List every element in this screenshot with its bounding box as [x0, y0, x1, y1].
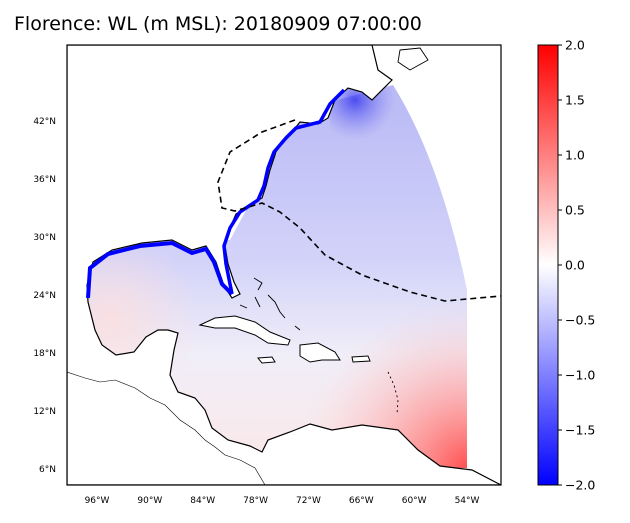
storm-track	[217, 119, 501, 302]
chart-title: Florence: WL (m MSL): 20180909 07:00:00	[14, 13, 422, 35]
pacific-coastline	[67, 371, 266, 485]
lon-tick-label: 54°W	[455, 496, 480, 506]
lat-tick-label: 42°N	[33, 117, 56, 127]
colorbar-tick-label: −0.5	[565, 313, 595, 328]
island-cuba	[198, 315, 291, 346]
map-frame	[66, 44, 502, 486]
colorbar-tick-label: 0.5	[565, 203, 585, 218]
lat-tick-label: 6°N	[39, 465, 56, 475]
map-area	[67, 45, 501, 485]
lat-tick-label: 12°N	[33, 407, 56, 417]
island-hispaniola	[299, 342, 341, 363]
colorbar-tick-label: 1.5	[565, 93, 585, 108]
island-jamaica	[257, 356, 276, 364]
colorbar-tick-label: 0.0	[565, 258, 585, 273]
island-bahamas	[239, 277, 301, 331]
latitude-ticks: 42°N 36°N 30°N 24°N 18°N 12°N 6°N	[33, 117, 56, 475]
lat-tick-label: 30°N	[33, 233, 56, 243]
lon-tick-label: 66°W	[349, 496, 374, 506]
colorbar-tick-label: −1.5	[565, 423, 595, 438]
lat-tick-label: 18°N	[33, 349, 56, 359]
lon-tick-label: 72°W	[296, 496, 321, 506]
colorbar-tick-label: 2.0	[565, 38, 585, 53]
colorbar-tick-label: 1.0	[565, 148, 585, 163]
colorbar	[537, 44, 559, 486]
island-puerto-rico	[351, 355, 371, 363]
lon-tick-label: 90°W	[137, 496, 162, 506]
lat-tick-label: 36°N	[33, 175, 56, 185]
island-newfoundland	[397, 47, 429, 71]
colorbar-tick-label: −1.0	[565, 368, 595, 383]
lon-tick-label: 60°W	[402, 496, 427, 506]
inundation-gulf-coast	[86, 240, 234, 299]
colorbar-tick-label: −2.0	[565, 478, 595, 493]
inundation-atlantic-coast	[222, 88, 346, 295]
longitude-ticks: 96°W 90°W 84°W 78°W 72°W 66°W 60°W 54°W	[85, 496, 480, 506]
lon-tick-label: 78°W	[243, 496, 268, 506]
colorbar-ticks: 2.0 1.5 1.0 0.5 0.0 −0.5 −1.0 −1.5 −2.0	[558, 38, 595, 493]
lon-tick-label: 84°W	[190, 496, 215, 506]
lon-tick-label: 96°W	[85, 496, 110, 506]
lat-tick-label: 24°N	[33, 291, 56, 301]
